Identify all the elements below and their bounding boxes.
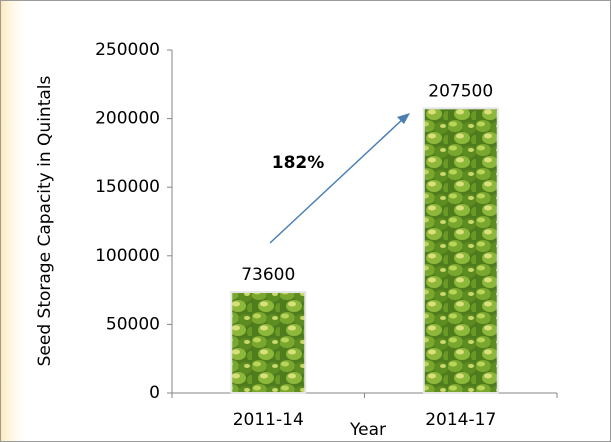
x-tick-label: 2011-14 [233, 410, 304, 430]
y-tick-label: 250000 [95, 40, 160, 60]
y-axis-label: Seed Storage Capacity in Quintals [35, 75, 55, 366]
x-tick-label: 2014-17 [425, 410, 496, 430]
y-tick-label: 150000 [95, 177, 160, 197]
y-tick-label: 200000 [95, 109, 160, 129]
bar [230, 291, 307, 395]
y-tick-label: 100000 [95, 246, 160, 266]
bar [422, 107, 499, 394]
arrow-head [397, 113, 410, 124]
value-label: 207500 [428, 81, 493, 101]
y-tick-label: 0 [149, 383, 160, 403]
growth-arrow [269, 117, 405, 244]
value-label: 73600 [241, 265, 295, 285]
annotation: 182% [272, 153, 325, 173]
background-edge [0, 0, 30, 442]
y-tick-label: 50000 [106, 314, 160, 334]
x-axis-label: Year [349, 420, 386, 440]
